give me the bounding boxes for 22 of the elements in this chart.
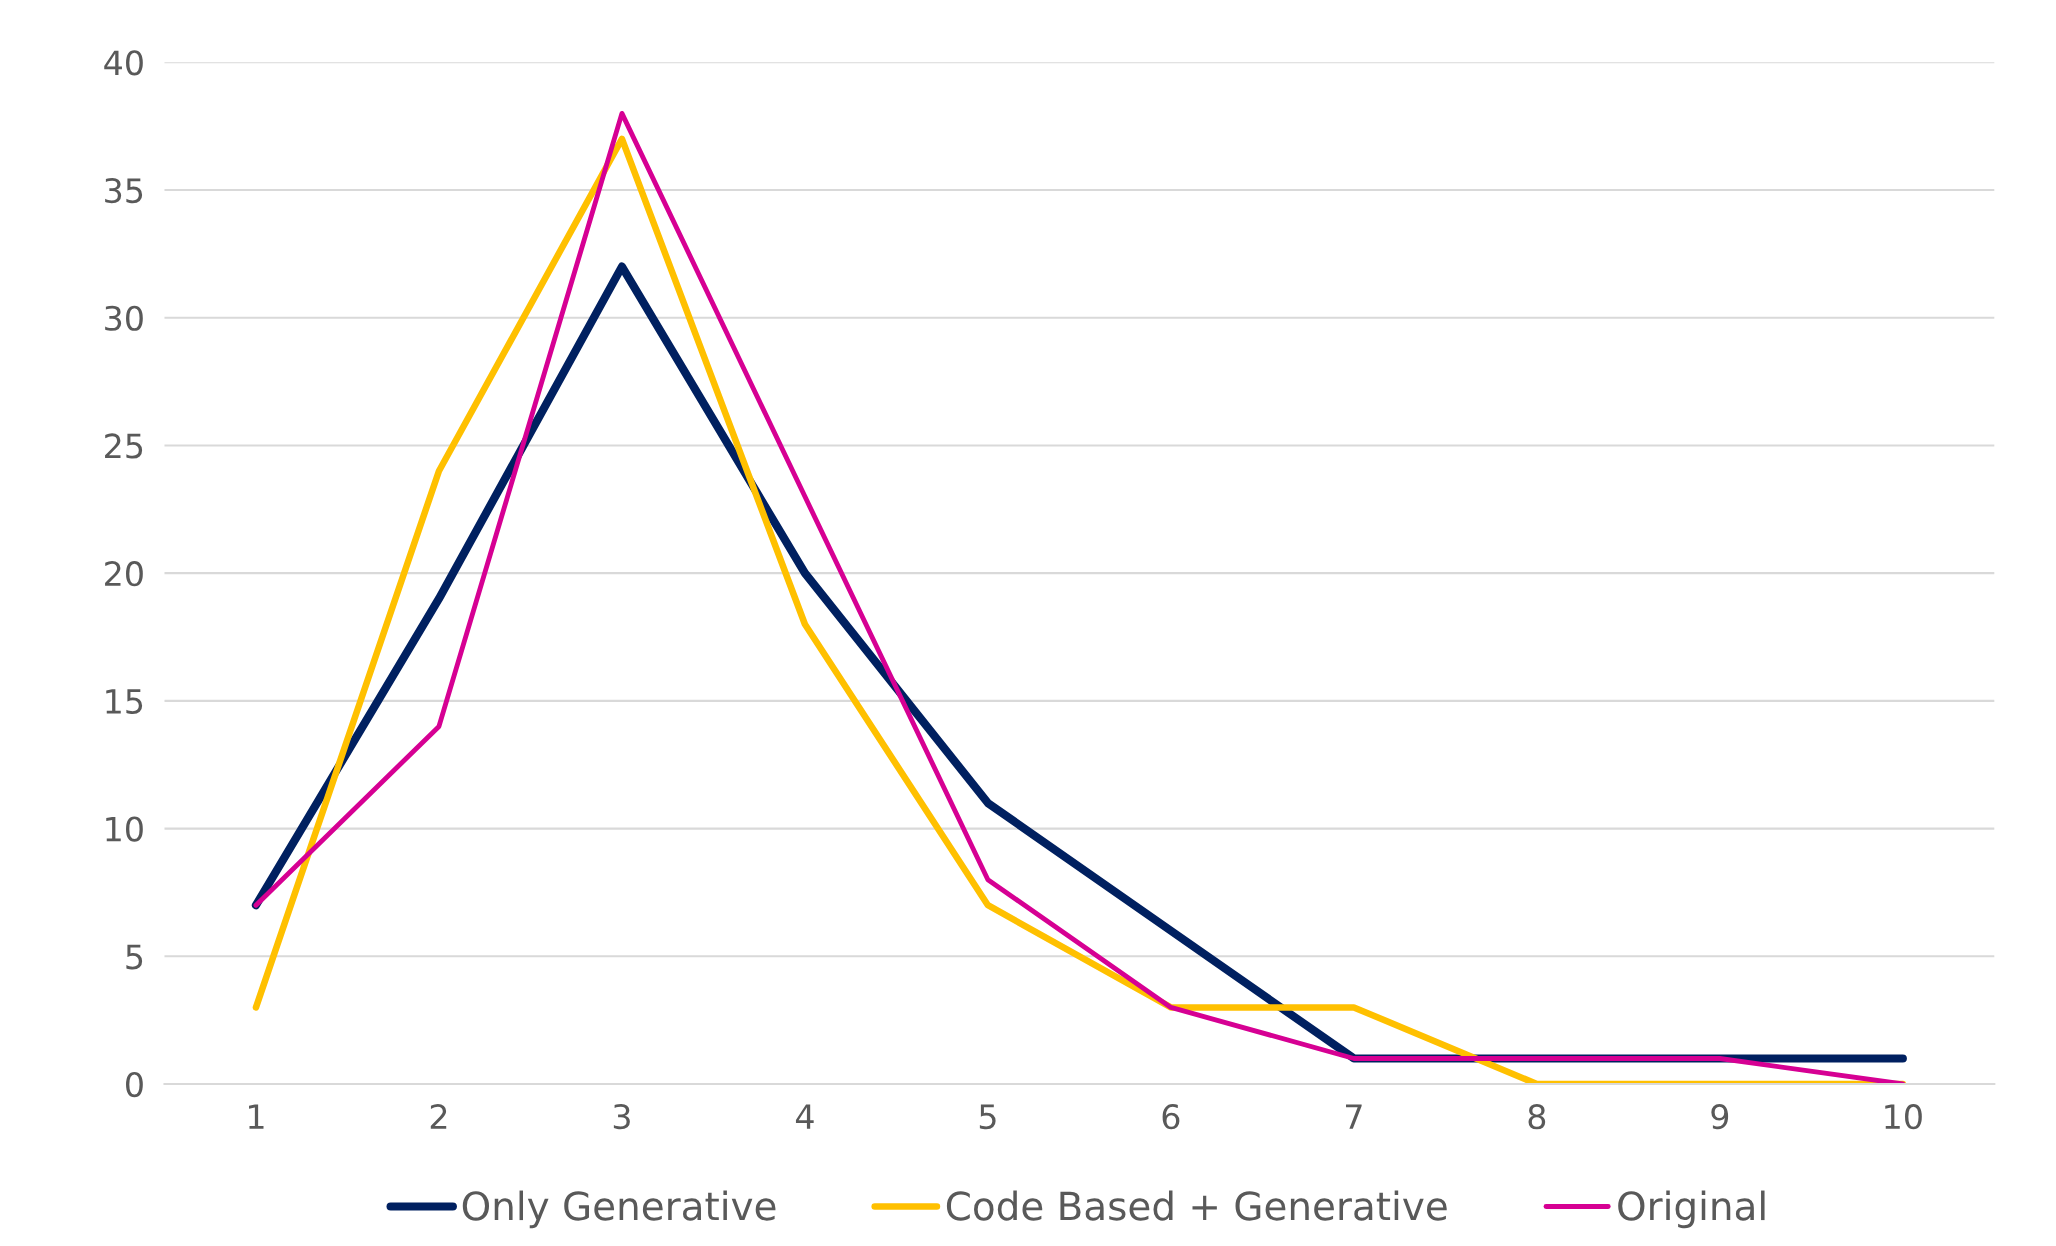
y-tick-label: 0: [126, 1071, 143, 1098]
x-tick-label: 6: [1162, 1104, 1180, 1130]
x-tick-label: 4: [795, 1104, 814, 1129]
y-tick-label: 15: [106, 689, 143, 715]
x-tick-label: 5: [979, 1104, 996, 1130]
legend-label: Only Generative: [462, 1190, 776, 1229]
x-tick-label: 10: [1885, 1104, 1922, 1130]
x-tick-label: 9: [1711, 1104, 1729, 1130]
y-tick-label: 25: [105, 433, 143, 459]
x-tick-label: 3: [613, 1104, 630, 1130]
legend-label: Original: [1618, 1190, 1765, 1229]
y-tick-label: 20: [105, 561, 143, 587]
x-tick-label: 1: [249, 1104, 264, 1129]
y-tick-label: 35: [105, 177, 143, 204]
legend-label: Code Based + Generative: [946, 1190, 1447, 1221]
x-tick-label: 7: [1346, 1104, 1362, 1129]
x-tick-label: 2: [430, 1104, 447, 1129]
y-tick-label: 40: [104, 50, 143, 76]
y-tick-label: 10: [106, 816, 143, 842]
x-tick-label: 8: [1528, 1104, 1546, 1130]
y-tick-label: 5: [126, 944, 143, 970]
y-tick-label: 30: [105, 305, 143, 331]
